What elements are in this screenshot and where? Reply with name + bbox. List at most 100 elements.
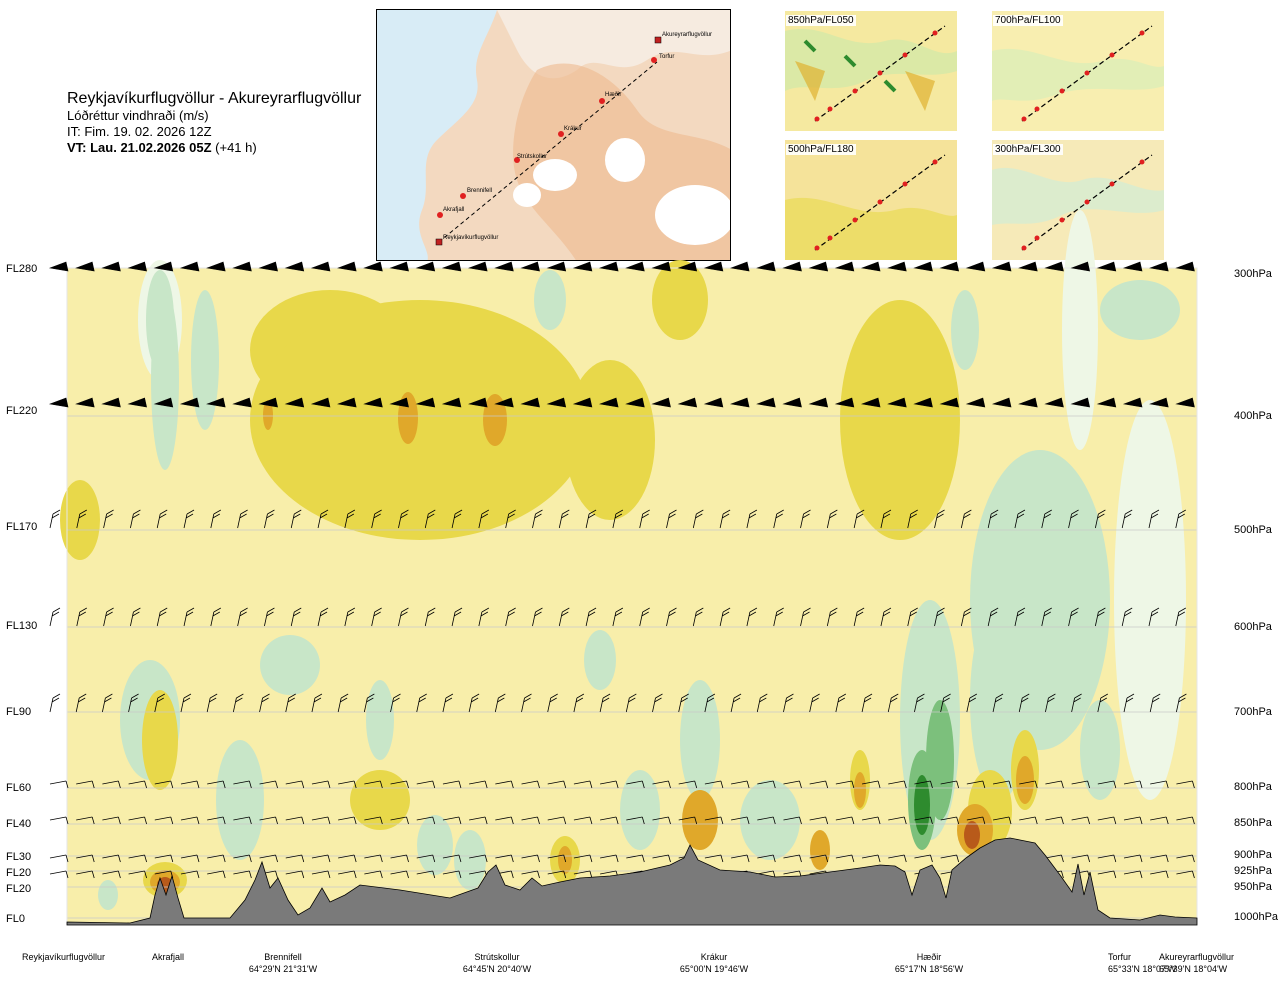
velocity-contour — [1100, 280, 1180, 340]
wind-barb — [128, 816, 147, 825]
wind-barb — [940, 780, 960, 789]
wind-barb — [1149, 261, 1169, 272]
wind-barb — [1018, 261, 1038, 272]
wind-barb — [521, 693, 532, 713]
wind-barb — [207, 780, 226, 789]
wind-barb — [940, 854, 960, 863]
y-label-925hpa: 925hPa — [1234, 865, 1272, 877]
wind-barb — [1150, 870, 1169, 879]
wind-barb — [1123, 780, 1143, 789]
wind-barb — [1175, 509, 1186, 529]
map-label-wp3: Strútskollur — [517, 154, 547, 160]
level-map-700: 700hPa/FL100 — [992, 11, 1164, 131]
route-map-markers — [435, 36, 662, 246]
wind-barb — [494, 261, 514, 272]
wind-barb — [207, 870, 226, 879]
x-label-strutskollur: Strútskollur 64°45'N 20°40'W — [452, 951, 542, 975]
wind-barb — [76, 816, 95, 825]
wind-barb — [651, 261, 671, 272]
x-label-torfur-name: Torfur — [1108, 952, 1132, 962]
wind-barb — [451, 607, 463, 627]
wind-barb — [344, 509, 356, 529]
wind-barb — [585, 509, 597, 529]
level-map-300-drawing — [992, 140, 1164, 260]
y-label-1000hpa: 1000hPa — [1234, 911, 1279, 923]
wind-barb — [1150, 854, 1169, 863]
wind-barb — [756, 261, 776, 272]
wind-barb — [128, 780, 147, 789]
wind-barb — [520, 397, 540, 408]
wind-barb — [1176, 854, 1195, 863]
wind-barb — [128, 854, 147, 863]
wind-barb — [103, 607, 114, 627]
wind-barb — [153, 397, 174, 408]
wind-barb — [311, 816, 331, 825]
wind-barb — [888, 780, 907, 789]
wind-barb — [907, 509, 918, 529]
wind-barb — [398, 509, 409, 529]
wind-barb — [1045, 693, 1056, 713]
wind-barb — [469, 854, 488, 863]
wind-barb — [75, 261, 95, 272]
wind-barb — [966, 780, 986, 789]
wind-barb — [233, 870, 252, 879]
wind-barb — [914, 780, 933, 789]
wind-barb — [1014, 509, 1026, 529]
wind-barb — [311, 854, 331, 863]
wind-barb — [48, 261, 69, 272]
wind-barb — [991, 397, 1012, 408]
y-label-fl170: FL170 — [6, 521, 38, 533]
wind-barb — [834, 261, 855, 272]
wind-barb — [914, 854, 933, 863]
wind-barb — [1094, 509, 1106, 529]
wind-barb — [1175, 607, 1186, 627]
wind-barb — [441, 261, 462, 272]
wind-barb — [626, 816, 645, 825]
wind-barb — [1014, 607, 1026, 627]
x-label-akrafjall-name: Akrafjall — [152, 952, 185, 962]
wind-barb — [127, 397, 147, 408]
wind-barb — [572, 261, 593, 272]
wind-barb — [757, 854, 776, 863]
map-marker-start — [435, 238, 443, 246]
y-label-fl280: FL280 — [6, 263, 38, 275]
wind-barb — [880, 509, 892, 529]
velocity-contour — [60, 480, 100, 560]
x-label-brennifell-name: Brennifell — [264, 952, 302, 962]
wind-barb — [390, 870, 409, 879]
velocity-contour — [191, 290, 219, 430]
wind-barb — [600, 780, 619, 789]
wind-barb — [310, 397, 331, 408]
wind-barb — [232, 261, 252, 272]
wind-barb — [232, 397, 252, 408]
wind-barb — [853, 607, 865, 627]
wind-barb — [364, 780, 383, 789]
wind-barb — [290, 509, 302, 529]
wind-barb — [154, 693, 165, 713]
wind-barb — [495, 854, 514, 863]
wind-barb — [1175, 397, 1195, 408]
wind-barb — [336, 397, 357, 408]
wind-barb — [364, 870, 383, 879]
wind-barb — [1094, 607, 1106, 627]
wind-barb — [783, 816, 802, 825]
wind-barb — [939, 397, 960, 408]
wind-barb — [782, 397, 802, 408]
wind-barb — [416, 693, 427, 713]
wind-barb — [992, 693, 1004, 713]
wind-barb — [206, 693, 218, 713]
x-label-haedir-coord: 65°17'N 18°56'W — [894, 964, 964, 974]
wind-barb — [598, 261, 619, 272]
wind-barb — [180, 816, 200, 825]
wind-barb — [285, 854, 305, 863]
wind-barb — [719, 509, 731, 529]
wind-barb — [442, 870, 462, 879]
wind-barb — [101, 397, 121, 408]
wind-barb — [934, 607, 945, 627]
valid-time-label: VT: Lau. 21.02.2026 05Z — [67, 140, 212, 155]
wind-barb — [1045, 854, 1064, 863]
wind-barb — [128, 693, 139, 713]
title-block: Reykjavíkurflugvöllur - Akureyrarflugvöl… — [67, 90, 361, 156]
wind-barb — [1071, 693, 1082, 713]
